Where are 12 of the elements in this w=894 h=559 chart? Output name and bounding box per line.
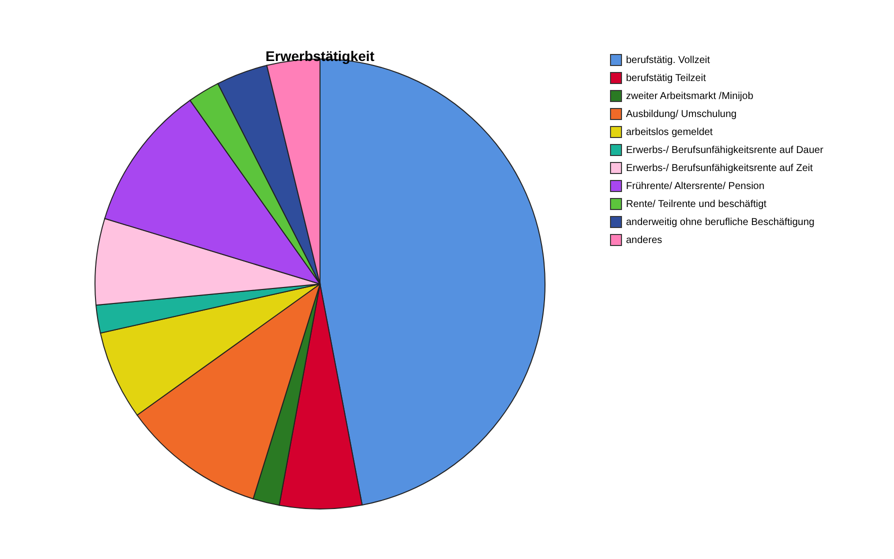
legend-label: Erwerbs-/ Berufsunfähigkeitsrente auf Dauer	[626, 145, 824, 156]
legend-label: Rente/ Teilrente und beschäftigt	[626, 199, 767, 210]
legend-label: arbeitslos gemeldet	[626, 127, 713, 138]
legend-label: anderes	[626, 235, 662, 246]
legend-label: Ausbildung/ Umschulung	[626, 109, 737, 120]
chart-title: Erwerbstätigkeit	[266, 48, 375, 64]
legend-label: anderweitig ohne berufliche Beschäftigung	[626, 217, 814, 228]
legend-label: berufstätig Teilzeit	[626, 73, 706, 84]
legend-label: berufstätig. Vollzeit	[626, 55, 710, 66]
legend-label: zweiter Arbeitsmarkt /Minijob	[626, 91, 754, 102]
legend-label: Frührente/ Altersrente/ Pension	[626, 181, 764, 192]
legend-label: Erwerbs-/ Berufsunfähigkeitsrente auf Zeit	[626, 163, 813, 174]
